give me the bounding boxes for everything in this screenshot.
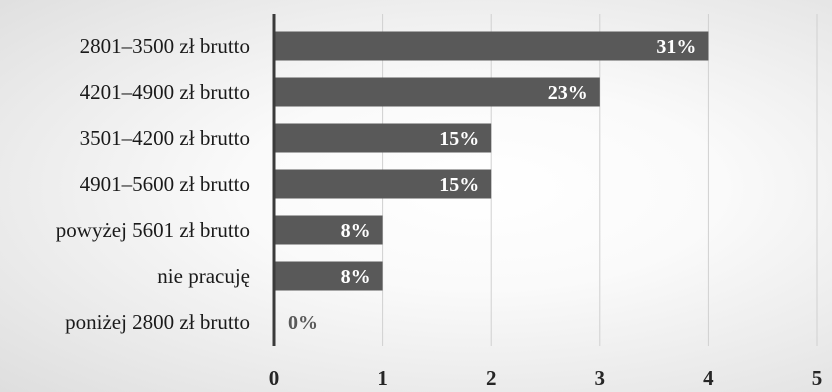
gridlines <box>382 14 818 346</box>
data-label: 8% <box>341 220 371 242</box>
category-label: powyżej 5601 zł brutto <box>56 218 250 242</box>
labels: 0 1 2 3 4 5 2801–3500 zł brutto 31% 4201–4900 zł… <box>56 34 822 390</box>
bar <box>274 123 492 153</box>
category-label: 2801–3500 zł brutto <box>80 34 250 58</box>
category-label: poniżej 2800 zł brutto <box>65 310 250 334</box>
x-tick-label: 2 <box>486 366 497 390</box>
category-label: nie pracuję <box>157 264 250 288</box>
data-label: 15% <box>439 128 479 150</box>
x-tick-label: 1 <box>377 366 388 390</box>
bars <box>274 31 709 291</box>
category-label: 3501–4200 zł brutto <box>80 126 250 150</box>
bar <box>274 261 383 291</box>
x-tick-label: 0 <box>269 366 280 390</box>
data-label: 15% <box>439 174 479 196</box>
x-tick-label: 4 <box>703 366 714 390</box>
bar <box>274 31 709 61</box>
x-tick-label: 5 <box>812 366 823 390</box>
x-tick-label: 3 <box>595 366 606 390</box>
bar <box>274 77 600 107</box>
bar <box>274 169 492 199</box>
data-label: 31% <box>656 36 696 58</box>
data-label: 23% <box>548 82 588 104</box>
category-label: 4901–5600 zł brutto <box>80 172 250 196</box>
category-label: 4201–4900 zł brutto <box>80 80 250 104</box>
bar <box>274 215 383 245</box>
data-label: 8% <box>341 266 371 288</box>
data-label: 0% <box>288 312 318 334</box>
